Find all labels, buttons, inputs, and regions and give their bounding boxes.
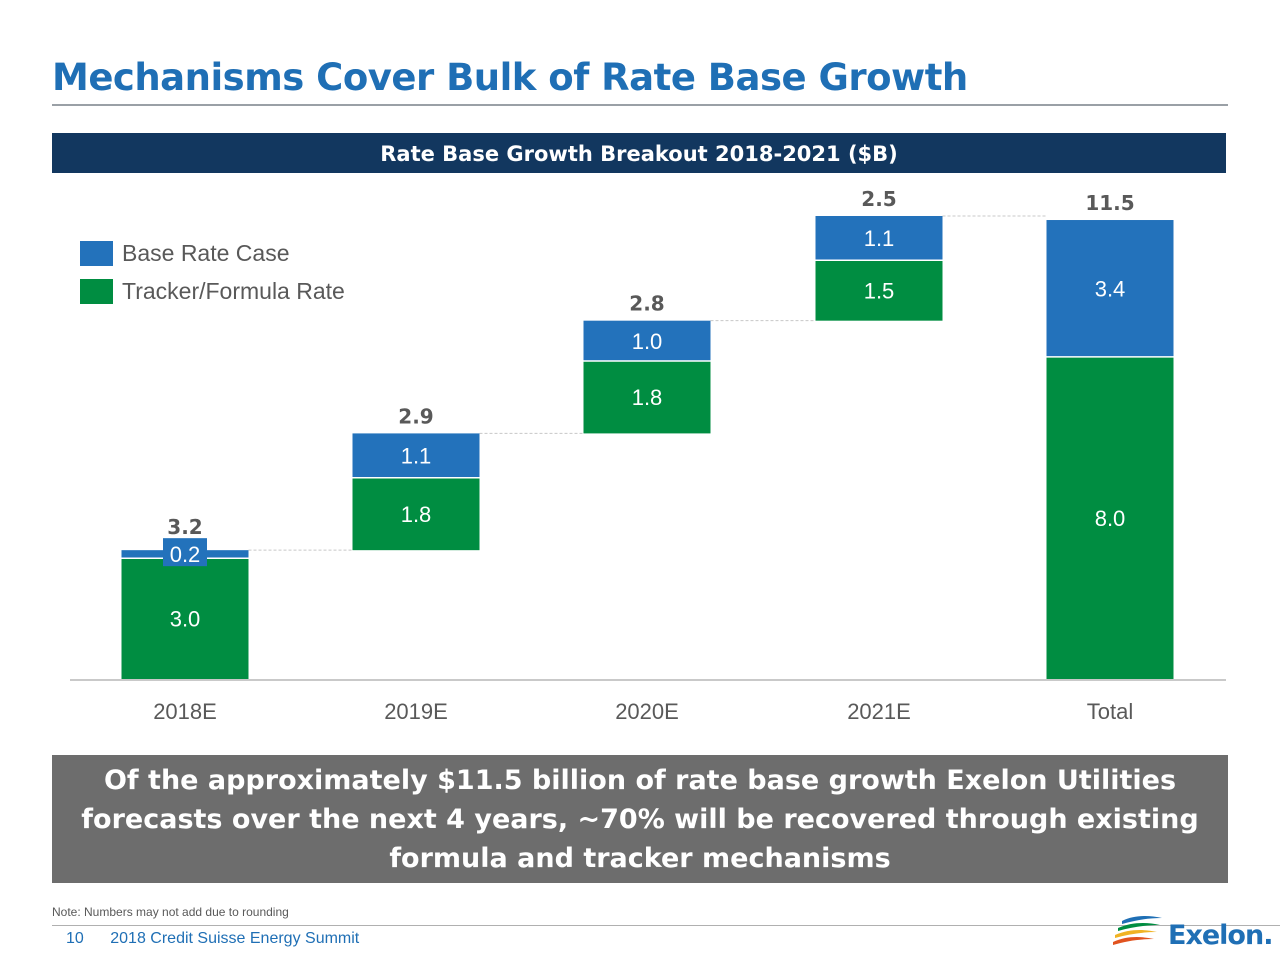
page-title: Mechanisms Cover Bulk of Rate Base Growt…: [52, 56, 968, 99]
x-tick-label-total: Total: [1087, 699, 1133, 724]
label-base-rate-total: 3.4: [1095, 276, 1126, 301]
total-label-2020e: 2.8: [629, 292, 664, 316]
bar-base-rate-2021e: [815, 216, 943, 261]
footer-divider: [52, 925, 1280, 926]
x-tick-label-2019e: 2019E: [384, 699, 448, 724]
legend-label-tracker-formula-rate: Tracker/Formula Rate: [122, 277, 345, 304]
bar-base-rate-2019e: [352, 433, 480, 478]
label-base-rate-2020e: 1.0: [632, 329, 663, 354]
label-tracker-total: 8.0: [1095, 506, 1126, 531]
total-label-2021e: 2.5: [861, 187, 896, 211]
bar-tracker-2020e: [583, 360, 711, 434]
legend-label-base-rate-case: Base Rate Case: [122, 239, 290, 266]
label-bg-base-rate-2018e: [163, 538, 207, 567]
x-tick-label-2021e: 2021E: [847, 699, 911, 724]
x-tick-label-2018e: 2018E: [153, 699, 217, 724]
bar-base-rate-total: [1046, 220, 1174, 357]
chart-legend: Base Rate Case Tracker/Formula Rate: [80, 234, 345, 310]
label-tracker-2018e: 3.0: [170, 607, 201, 632]
legend-item-base-rate-case: Base Rate Case: [80, 234, 345, 272]
waterfall-chart: 3.0 0.2 3.2 2018E 1.8 1.1 2.9 2019E 1.8 1.0 2.8 202…: [70, 187, 1226, 724]
total-label-total: 11.5: [1085, 191, 1134, 215]
legend-swatch-tracker-formula-rate: [80, 278, 113, 304]
bar-tracker-2019e: [352, 477, 480, 551]
label-base-rate-2019e: 1.1: [401, 444, 432, 469]
chart-title: Rate Base Growth Breakout 2018-2021 ($B): [52, 133, 1226, 173]
bar-tracker-total: [1046, 356, 1174, 679]
label-base-rate-2021e: 1.1: [864, 226, 895, 251]
exelon-logo-text: Exelon.: [1168, 920, 1273, 951]
page-number: 10: [66, 930, 84, 947]
callout-box: Of the approximately $11.5 billion of ra…: [52, 755, 1228, 883]
label-tracker-2020e: 1.8: [632, 385, 663, 410]
footer: 10 2018 Credit Suisse Energy Summit: [66, 930, 359, 948]
legend-swatch-base-rate-case: [80, 240, 113, 266]
label-tracker-2019e: 1.8: [401, 502, 432, 527]
x-tick-label-2020e: 2020E: [615, 699, 679, 724]
total-label-2018e: 3.2: [167, 515, 202, 539]
total-label-2019e: 2.9: [398, 404, 433, 428]
footer-event: 2018 Credit Suisse Energy Summit: [110, 930, 360, 947]
label-base-rate-2018e: 0.2: [170, 542, 201, 567]
title-divider: [52, 104, 1228, 106]
label-tracker-2021e: 1.5: [864, 278, 895, 303]
callout-text: Of the approximately $11.5 billion of ra…: [81, 764, 1199, 874]
bar-base-rate-2020e: [583, 320, 711, 361]
bar-tracker-2021e: [815, 260, 943, 321]
exelon-logo-icon: [1113, 916, 1162, 945]
bar-tracker-2018e: [121, 558, 249, 679]
legend-item-tracker-formula-rate: Tracker/Formula Rate: [80, 272, 345, 310]
footnote: Note: Numbers may not add due to roundin…: [52, 905, 289, 919]
